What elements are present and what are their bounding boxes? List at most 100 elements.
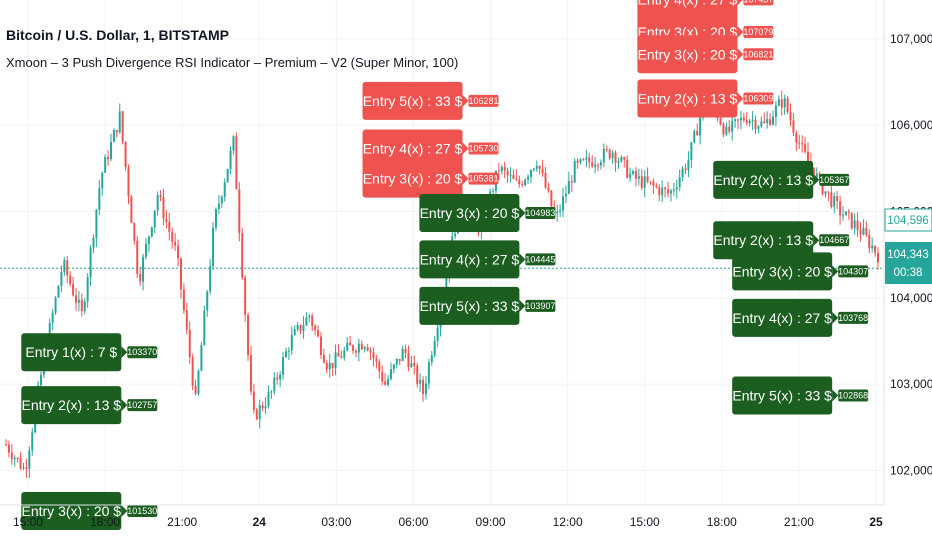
candle-body	[620, 157, 623, 162]
entry-tag-text: 107457	[743, 0, 773, 4]
candle-body	[375, 358, 378, 362]
candle-body	[343, 350, 346, 358]
entry-label-text: Entry 5(x) : 33 $	[363, 93, 463, 109]
candle-body	[171, 232, 174, 243]
y-tick-label: 106,000	[890, 118, 932, 132]
entry-label: Entry 3(x) : 20 $ 101530	[21, 492, 158, 531]
entry-label-text: Entry 4(x) : 27 $	[420, 251, 520, 267]
entry-label-pointer	[832, 311, 839, 324]
candle-body	[363, 347, 366, 350]
candle-body	[223, 182, 226, 197]
candle-body	[655, 185, 658, 188]
candle-body	[395, 358, 398, 365]
candle-body	[430, 355, 433, 363]
entry-label-box	[637, 35, 738, 74]
entry-label-box	[419, 286, 520, 325]
candle-body	[28, 450, 31, 469]
candle-body	[734, 119, 737, 121]
candle-body	[22, 467, 25, 469]
countdown-text: 00:38	[894, 267, 923, 279]
entry-tag-text: 102757	[127, 400, 157, 410]
y-tick-label: 103,000	[890, 377, 932, 391]
entry-tag-box	[838, 311, 869, 324]
entry-label-box	[732, 252, 833, 291]
entry-label: Entry 3(x) : 20 $ 106821	[637, 35, 773, 74]
candle-body	[850, 212, 853, 229]
entry-label: Entry 5(x) : 33 $ 106281	[362, 81, 499, 120]
candle-body	[643, 176, 646, 188]
candle-body	[424, 383, 427, 395]
candle-body	[611, 152, 614, 159]
entry-label: Entry 3(x) : 20 $ 105381	[362, 159, 499, 198]
candle-body	[789, 111, 792, 121]
entry-label: Entry 4(x) : 27 $ 104445	[419, 240, 555, 279]
candle-body	[241, 233, 244, 278]
entry-tag-box	[127, 399, 158, 412]
entry-tag-text: 107079	[743, 27, 773, 37]
entry-tag-box	[743, 92, 774, 105]
candle-body	[801, 143, 804, 145]
candle-body	[576, 160, 579, 163]
candle-body	[492, 190, 495, 192]
x-tick-label: 21:00	[784, 515, 814, 529]
entry-label-box	[21, 386, 122, 425]
candle-body	[605, 148, 608, 150]
candle-body	[527, 176, 530, 180]
candle-body	[349, 342, 352, 346]
candle-body	[856, 220, 859, 230]
candle-body	[623, 157, 626, 160]
candle-body	[690, 142, 693, 161]
candle-body	[687, 160, 690, 171]
candle-body	[107, 156, 110, 160]
candle-body	[194, 385, 197, 394]
candle-body	[649, 181, 652, 183]
candle-body	[742, 117, 745, 121]
candle-body	[95, 209, 98, 238]
candle-body	[877, 252, 879, 263]
y-tick-label: 107,000	[890, 32, 932, 46]
candle-body	[109, 141, 112, 160]
upper-price-badge	[884, 208, 932, 232]
candle-body	[203, 310, 206, 346]
candle-body	[261, 405, 264, 409]
entry-label-text: Entry 3(x) : 20 $	[22, 503, 122, 519]
candle-body	[197, 370, 200, 394]
candle-body	[763, 121, 766, 123]
upper-price-text: 104,596	[887, 215, 929, 227]
entry-tag-box	[838, 265, 869, 278]
candle-body	[276, 377, 279, 380]
candle-body	[684, 168, 687, 171]
candle-body	[597, 164, 600, 166]
candle-body	[226, 168, 229, 183]
candle-body	[862, 228, 865, 235]
candle-body	[139, 274, 142, 282]
candle-body	[839, 201, 842, 216]
candle-body	[80, 299, 83, 312]
candle-body	[535, 165, 538, 169]
candle-body	[696, 131, 699, 136]
candle-body	[585, 157, 588, 160]
candle-body	[185, 310, 188, 330]
candle-body	[162, 197, 165, 219]
candle-body	[632, 171, 635, 174]
candle-body	[314, 326, 317, 330]
candle-body	[745, 120, 748, 124]
candle-body	[378, 361, 381, 372]
candle-body	[812, 167, 815, 179]
candle-body	[217, 203, 220, 210]
entry-tag-box	[127, 505, 158, 518]
candle-body	[156, 195, 159, 211]
candle-body	[398, 358, 401, 361]
entry-tag-text: 104445	[525, 254, 555, 264]
candle-body	[328, 362, 331, 370]
current-price-badge	[885, 242, 932, 284]
entry-label: Entry 5(x) : 33 $ 103907	[419, 286, 556, 325]
entry-tag-box	[525, 299, 556, 312]
candle-body	[588, 157, 591, 163]
candle-body	[299, 324, 302, 332]
time-axis[interactable]: 15:00 18:00 21:00 24 03:00 06:00 09:00 12:00 15:…	[13, 515, 883, 529]
entry-label-text: Entry 5(x) : 33 $	[732, 388, 832, 404]
candle-body	[69, 275, 72, 284]
candle-body	[559, 210, 562, 212]
